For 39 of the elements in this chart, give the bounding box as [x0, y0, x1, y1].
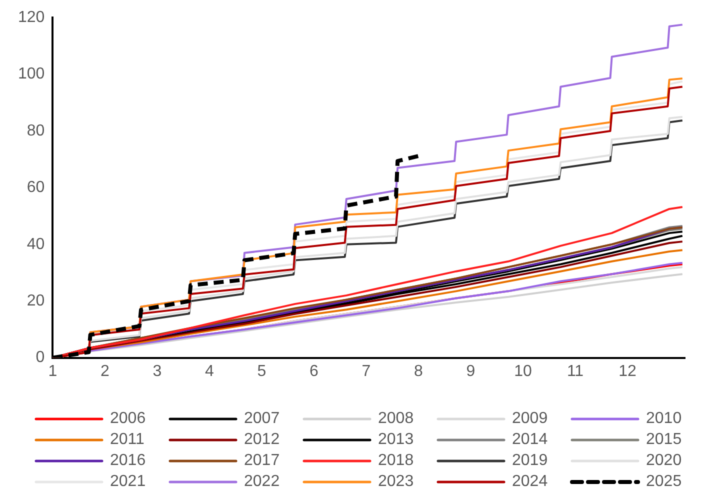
y-tick-label: 40: [26, 236, 45, 253]
legend-label: 2017: [244, 452, 280, 470]
legend-label: 2007: [244, 410, 280, 428]
x-tick-label: 11: [566, 362, 584, 380]
x-tick-label: 3: [152, 362, 162, 380]
legend-label: 2013: [378, 430, 414, 448]
x-tick-label: 6: [310, 362, 319, 380]
x-tick-label: 2: [100, 362, 110, 380]
legend-label: 2021: [110, 472, 146, 490]
y-tick-label: 0: [36, 349, 45, 366]
legend-label: 2010: [646, 410, 682, 428]
legend-label: 2020: [646, 452, 682, 470]
legend-label: 2014: [512, 430, 548, 448]
legend-label: 2018: [378, 452, 414, 470]
legend-label: 2022: [244, 472, 280, 490]
y-tick-label: 80: [26, 122, 45, 140]
x-tick-label: 4: [205, 362, 214, 380]
x-tick-label: 10: [514, 362, 532, 380]
y-tick-label: 20: [26, 292, 45, 310]
legend-label: 2025: [646, 472, 682, 490]
x-tick-label: 9: [466, 362, 476, 380]
legend-label: 2024: [512, 472, 548, 490]
y-tick-label: 60: [26, 179, 45, 196]
x-tick-label: 7: [362, 362, 371, 380]
legend-label: 2012: [244, 430, 280, 448]
legend-label: 2011: [110, 430, 144, 448]
legend-label: 2008: [378, 410, 414, 428]
x-tick-label: 1: [48, 362, 58, 380]
x-tick-label: 5: [257, 362, 266, 380]
x-tick-label: 12: [618, 362, 637, 380]
y-tick-label: 100: [18, 66, 45, 83]
x-tick-label: 8: [414, 362, 424, 380]
legend-label: 2016: [110, 452, 146, 470]
legend-label: 2006: [110, 410, 146, 428]
y-tick-label: 120: [18, 9, 45, 26]
legend-label: 2019: [512, 452, 548, 470]
legend-label: 2023: [378, 472, 414, 490]
legend-label: 2009: [512, 410, 548, 428]
legend-label: 2015: [646, 430, 682, 448]
